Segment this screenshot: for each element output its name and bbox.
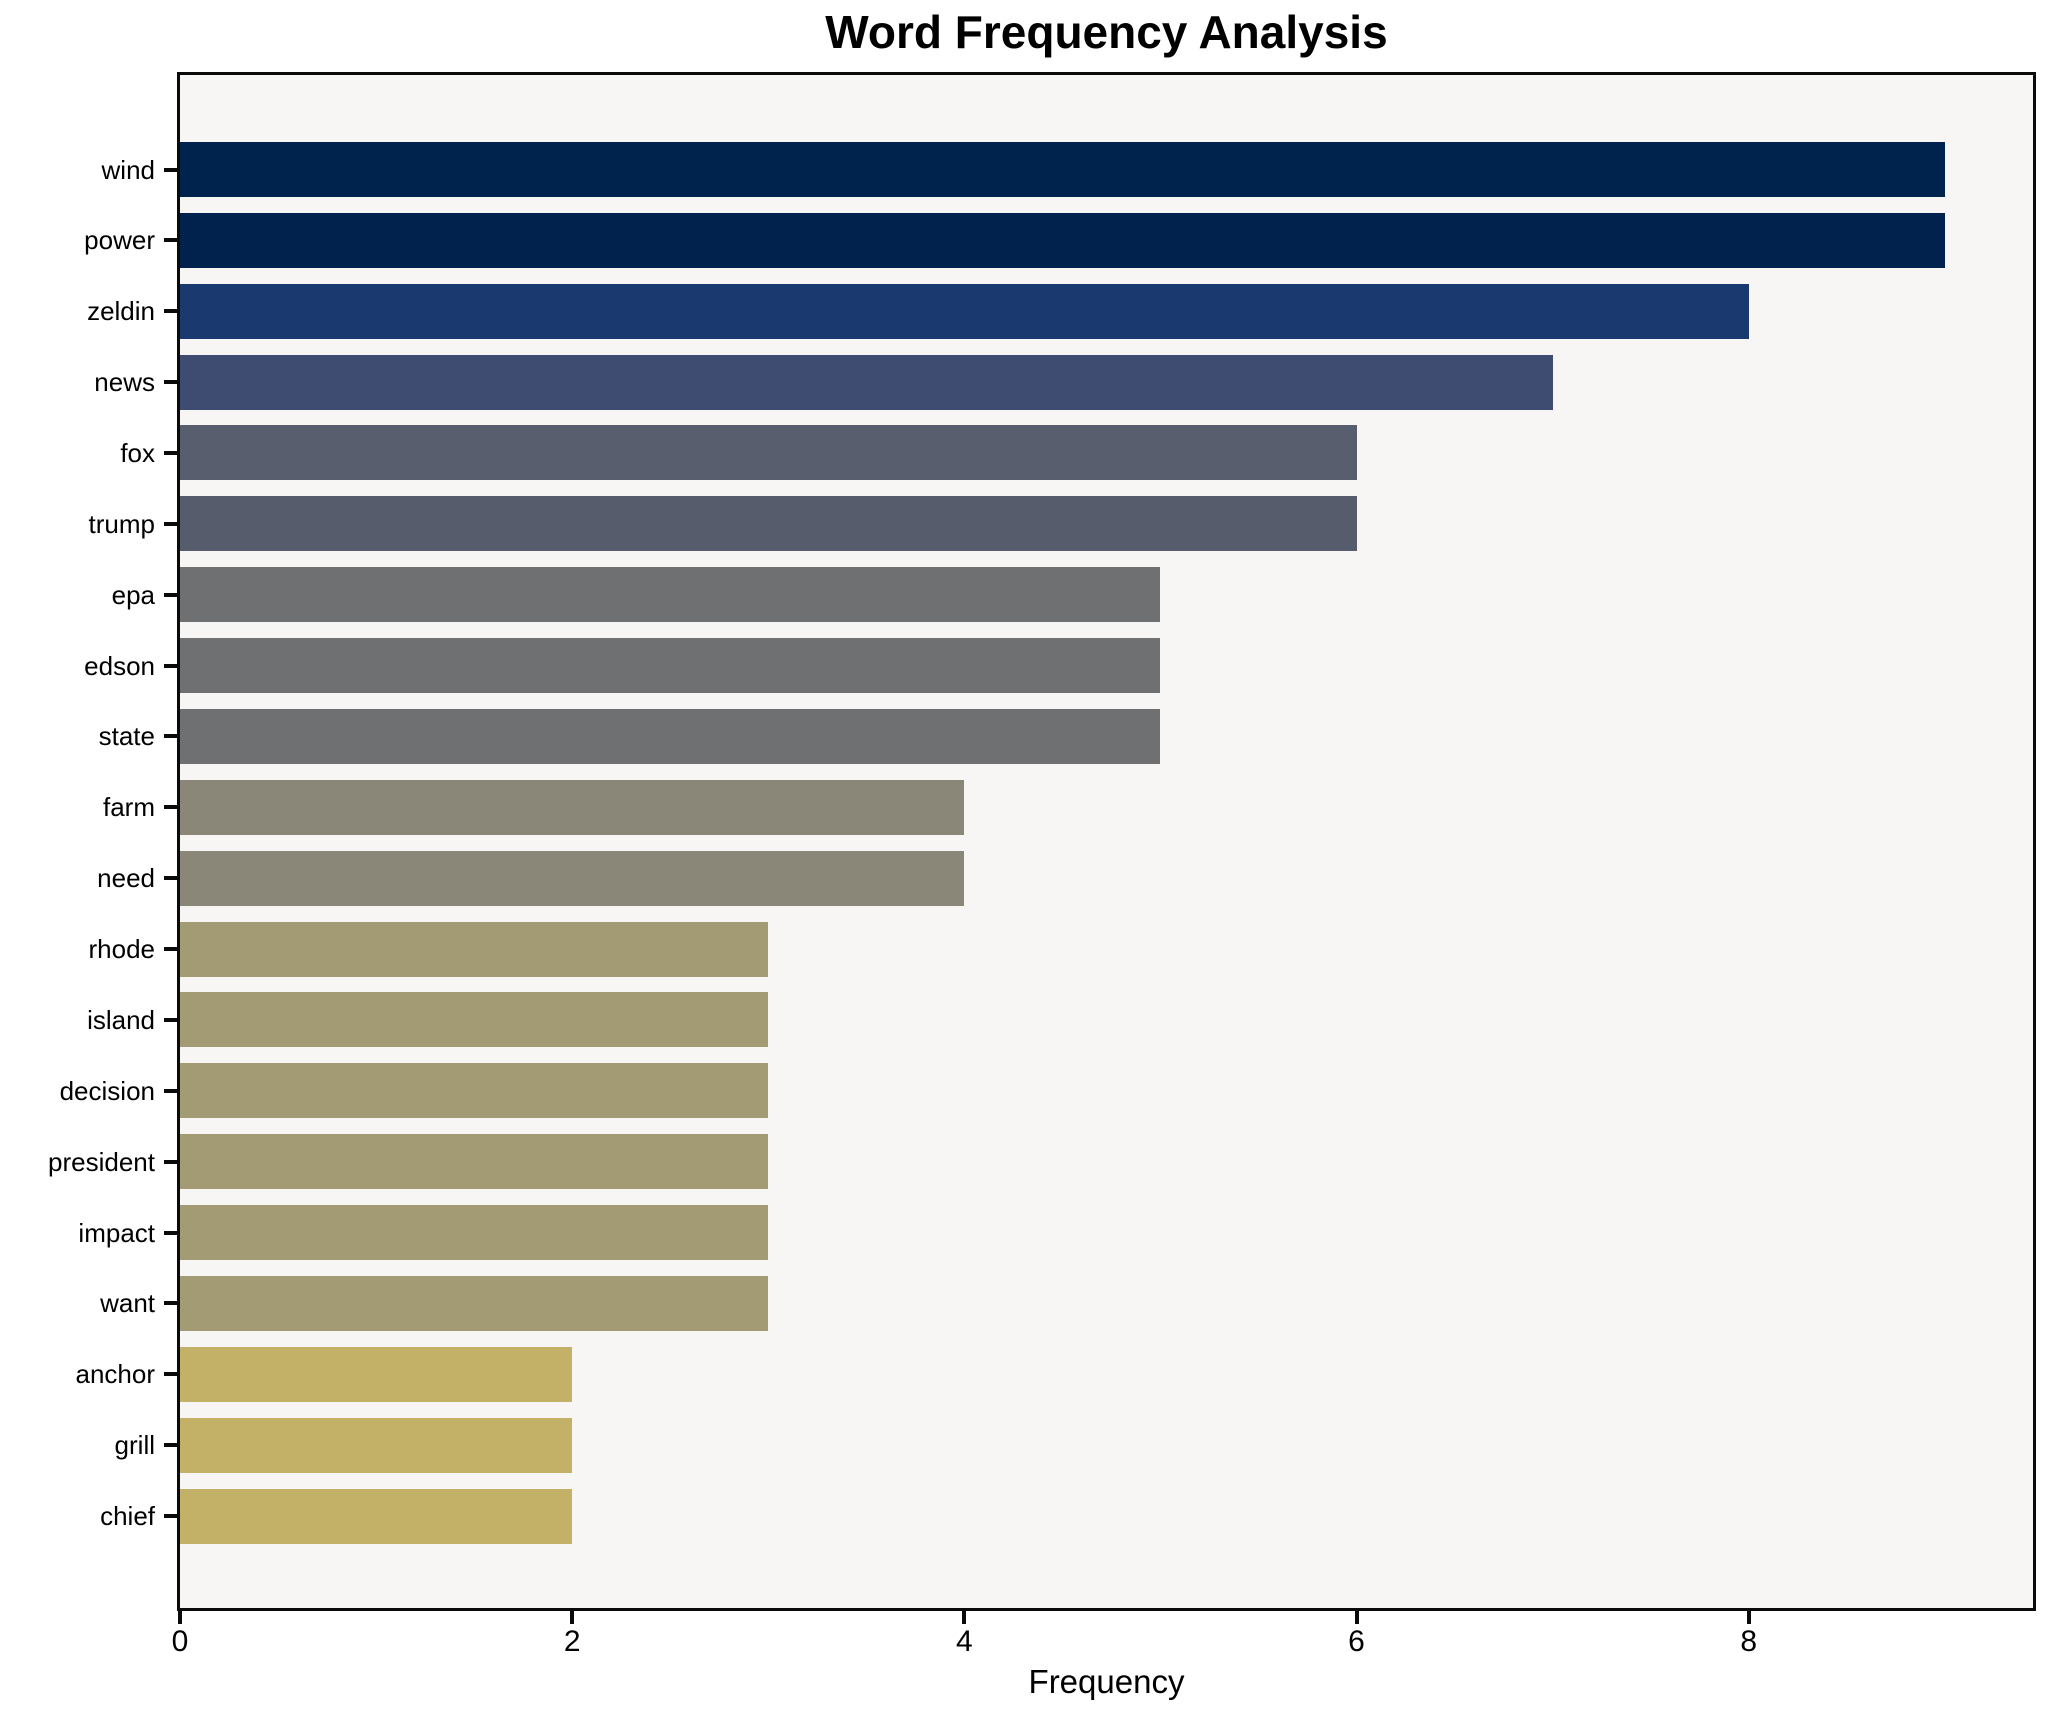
bar-wind <box>180 142 1945 197</box>
x-tick-8 <box>1746 1611 1751 1624</box>
y-tick-label-decision: decision <box>59 1075 155 1106</box>
y-tick-label-trump: trump <box>88 508 155 539</box>
x-tick-label-2: 2 <box>563 1625 581 1658</box>
bar-chief <box>180 1488 573 1544</box>
y-tick-label-zeldin: zeldin <box>87 296 155 327</box>
y-tick-label-anchor: anchor <box>75 1359 156 1390</box>
x-tick-label-4: 4 <box>955 1625 973 1658</box>
bar-power <box>180 212 1945 268</box>
y-tick-label-island: island <box>87 1004 155 1035</box>
y-tick-label-edson: edson <box>84 650 155 681</box>
y-tick-label-grill: grill <box>114 1430 155 1461</box>
bar-grill <box>180 1417 573 1473</box>
y-tick-island <box>164 1017 177 1022</box>
y-tick-label-power: power <box>84 225 155 256</box>
bar-president <box>180 1134 769 1190</box>
y-tick-news <box>164 380 177 385</box>
plot-area <box>177 72 2036 1611</box>
x-tick-6 <box>1354 1611 1359 1624</box>
y-tick-power <box>164 238 177 243</box>
y-tick-label-news: news <box>94 367 155 398</box>
y-tick-rhode <box>164 947 177 952</box>
y-tick-state <box>164 734 177 739</box>
x-tick-label-8: 8 <box>1740 1625 1758 1658</box>
chart-title: Word Frequency Analysis <box>825 6 1388 58</box>
y-tick-label-wind: wind <box>101 154 155 185</box>
y-tick-want <box>164 1301 177 1306</box>
x-tick-0 <box>178 1611 182 1624</box>
bar-zeldin <box>180 283 1749 339</box>
y-tick-label-fox: fox <box>120 437 155 468</box>
y-tick-need <box>164 876 177 881</box>
bar-state <box>180 708 1161 764</box>
y-tick-label-need: need <box>97 863 155 894</box>
y-tick-impact <box>164 1230 177 1235</box>
x-tick-4 <box>962 1611 967 1624</box>
x-tick-label-0: 0 <box>171 1625 189 1658</box>
x-tick-label-6: 6 <box>1348 1625 1365 1658</box>
y-tick-label-farm: farm <box>103 792 155 823</box>
bar-epa <box>180 567 1161 623</box>
y-tick-fox <box>164 450 177 455</box>
bar-trump <box>180 496 1357 552</box>
y-tick-grill <box>164 1443 177 1448</box>
bar-need <box>180 850 965 906</box>
x-tick-2 <box>570 1611 575 1624</box>
bar-island <box>180 992 769 1048</box>
bar-news <box>180 354 1553 410</box>
y-tick-decision <box>164 1088 177 1093</box>
y-tick-chief <box>164 1514 177 1519</box>
y-tick-label-president: president <box>48 1146 155 1177</box>
y-tick-label-want: want <box>100 1288 155 1319</box>
y-tick-farm <box>164 805 177 810</box>
y-tick-wind <box>164 167 177 172</box>
bar-want <box>180 1275 769 1331</box>
y-tick-trump <box>164 521 177 526</box>
y-tick-label-epa: epa <box>111 579 155 610</box>
y-tick-zeldin <box>164 309 177 314</box>
y-tick-label-state: state <box>98 721 155 752</box>
bar-decision <box>180 1063 769 1119</box>
y-tick-president <box>164 1159 177 1164</box>
bar-edson <box>180 638 1161 694</box>
y-tick-label-impact: impact <box>78 1217 155 1248</box>
x-axis-label: Frequency <box>1028 1663 1185 1700</box>
y-tick-label-chief: chief <box>100 1501 155 1532</box>
bar-farm <box>180 779 965 835</box>
y-tick-label-rhode: rhode <box>88 934 156 965</box>
bar-fox <box>180 425 1357 481</box>
bar-impact <box>180 1205 769 1261</box>
bar-rhode <box>180 921 769 977</box>
y-tick-edson <box>164 663 177 668</box>
y-tick-anchor <box>164 1372 177 1377</box>
y-tick-epa <box>164 592 177 597</box>
bar-anchor <box>180 1346 573 1402</box>
